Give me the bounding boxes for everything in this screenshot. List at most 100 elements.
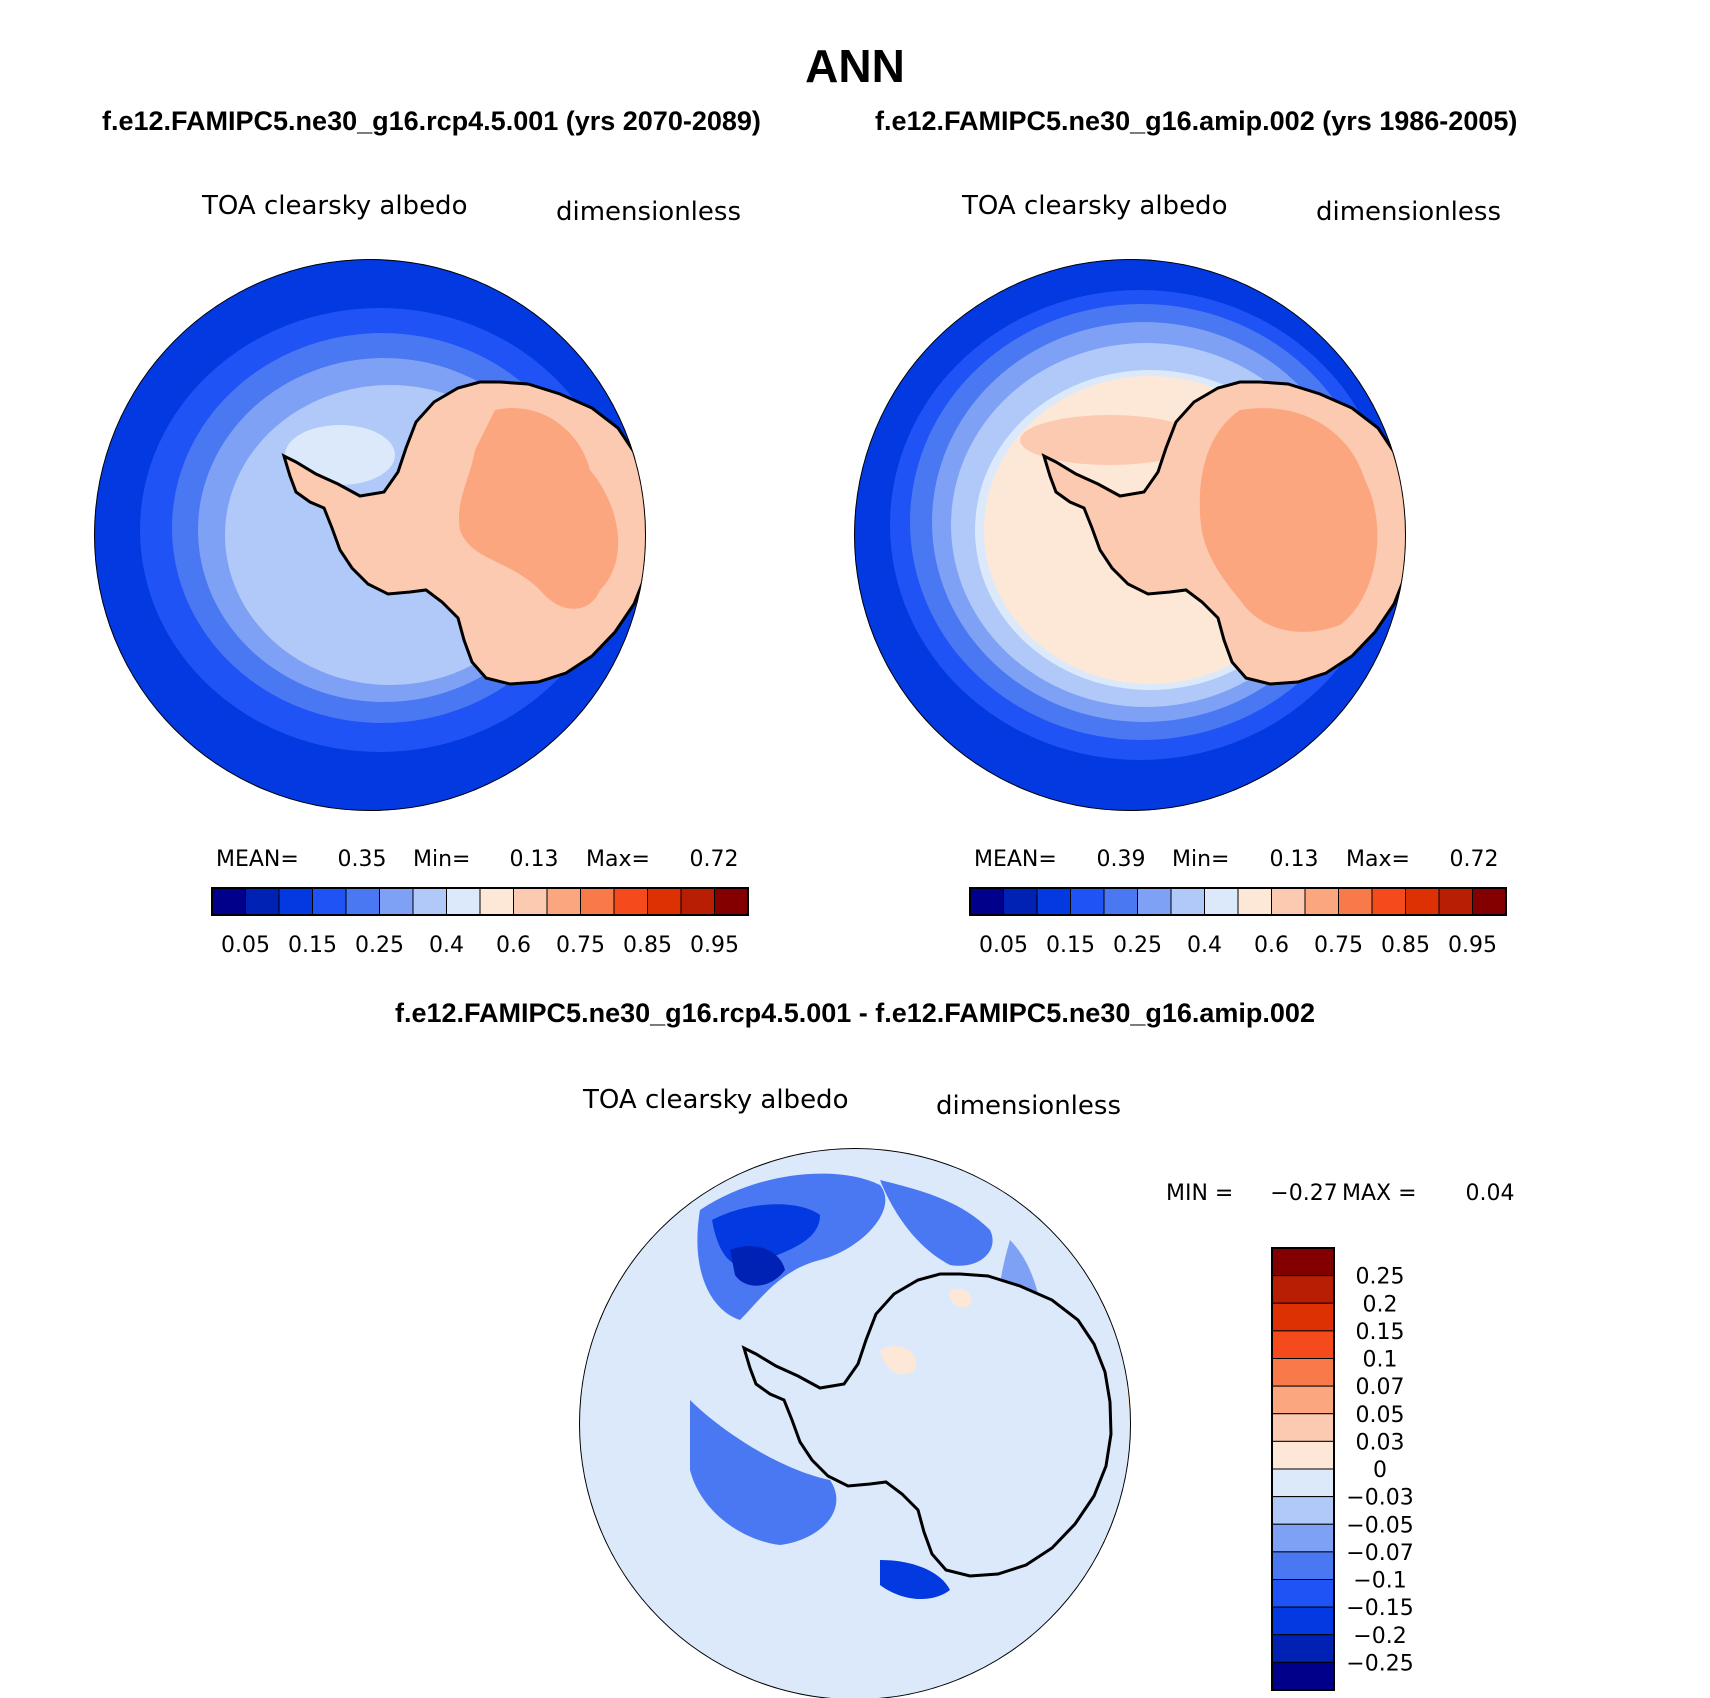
case-colorbar-swatch bbox=[479, 887, 514, 916]
diff-colorbar-tick-label: 0.03 bbox=[1356, 1430, 1405, 1455]
case-colorbar-swatch bbox=[312, 887, 347, 916]
diff-colorbar-swatch bbox=[1271, 1358, 1335, 1387]
case-units-label: dimensionless bbox=[556, 197, 741, 227]
diff-colorbar-swatch bbox=[1271, 1413, 1335, 1442]
diff-colorbar-swatch bbox=[1271, 1496, 1335, 1525]
control-colorbar-swatch bbox=[1003, 887, 1038, 916]
diff-map bbox=[579, 1148, 1131, 1698]
case-map bbox=[94, 259, 646, 811]
case-colorbar-tick-label: 0.95 bbox=[690, 933, 739, 958]
case-colorbar-swatch bbox=[714, 887, 749, 916]
case-colorbar: 0.05 0.15 0.25 0.4 0.6 0.75 0.85 0.95 bbox=[211, 887, 749, 958]
control-title: f.e12.FAMIPC5.ne30_g16.amip.002 (yrs 198… bbox=[875, 106, 1517, 136]
diff-colorbar-tick-label: −0.2 bbox=[1353, 1624, 1406, 1649]
diff-min-label: MIN = bbox=[1166, 1181, 1233, 1206]
case-colorbar-tick-label: 0.15 bbox=[288, 933, 337, 958]
diff-colorbar-swatch bbox=[1271, 1440, 1335, 1470]
control-colorbar-swatch bbox=[1103, 887, 1138, 916]
diff-colorbar-tick-label: −0.25 bbox=[1346, 1651, 1413, 1676]
diff-colorbar-tick-label: 0.1 bbox=[1363, 1348, 1398, 1373]
control-colorbar-swatch bbox=[1237, 887, 1272, 916]
diff-max-label: MAX = bbox=[1342, 1181, 1417, 1206]
diff-min-value: −0.27 bbox=[1270, 1181, 1337, 1206]
diff-colorbar-tick-label: −0.07 bbox=[1346, 1541, 1413, 1566]
control-min-label: Min= bbox=[1172, 847, 1229, 872]
control-colorbar-frame bbox=[969, 887, 1507, 916]
control-colorbar-tick-label: 0.15 bbox=[1046, 933, 1095, 958]
case-colorbar-tick-label: 0.75 bbox=[556, 933, 605, 958]
diff-colorbar-swatch bbox=[1271, 1302, 1335, 1332]
control-units-label: dimensionless bbox=[1316, 197, 1501, 227]
diff-colorbar-tick-label: 0.07 bbox=[1356, 1375, 1405, 1400]
control-colorbar-tick-label: 0.75 bbox=[1314, 933, 1363, 958]
control-colorbar-tick-label: 0.85 bbox=[1381, 933, 1430, 958]
diff-colorbar: 0.250.2 0.15 0.10.07 0.050.03 0 −0.03−0.05 −0.… bbox=[1271, 1247, 1414, 1691]
case-colorbar-swatch bbox=[446, 887, 481, 916]
figure-title: ANN bbox=[805, 40, 905, 92]
control-mean-value: 0.39 bbox=[1097, 847, 1146, 872]
diff-colorbar-tick-label: 0.2 bbox=[1363, 1292, 1398, 1317]
control-colorbar-tick-label: 0.05 bbox=[979, 933, 1028, 958]
case-colorbar-tick-label: 0.25 bbox=[355, 933, 404, 958]
diff-units-label: dimensionless bbox=[936, 1091, 1121, 1121]
case-colorbar-swatch bbox=[245, 887, 280, 916]
case-colorbar-swatch bbox=[680, 887, 715, 916]
control-panel: TOA clearsky albedo dimensionless MEAN= … bbox=[854, 191, 1507, 958]
case-colorbar-swatch bbox=[412, 887, 447, 916]
diff-panel: TOA clearsky albedo dimensionless MIN = … bbox=[579, 1085, 1514, 1698]
control-colorbar-tick-label: 0.25 bbox=[1113, 933, 1162, 958]
case-mean-label: MEAN= bbox=[216, 847, 299, 872]
case-max-value: 0.72 bbox=[690, 847, 739, 872]
control-colorbar-tick-label: 0.4 bbox=[1187, 933, 1222, 958]
diff-colorbar-tick-label: 0.25 bbox=[1356, 1265, 1405, 1290]
control-colorbar-swatch bbox=[1371, 887, 1406, 916]
case-min-label: Min= bbox=[413, 847, 470, 872]
control-colorbar-swatch bbox=[1070, 887, 1105, 916]
case-colorbar-swatch bbox=[613, 887, 648, 916]
diff-colorbar-swatch bbox=[1271, 1579, 1335, 1608]
control-colorbar-swatch bbox=[1338, 887, 1373, 916]
diff-colorbar-swatch bbox=[1271, 1661, 1335, 1691]
diff-colorbar-swatch bbox=[1271, 1247, 1335, 1277]
control-colorbar-swatch bbox=[1304, 887, 1339, 916]
case-max-label: Max= bbox=[586, 847, 650, 872]
case-colorbar-tick-label: 0.85 bbox=[623, 933, 672, 958]
control-mean-label: MEAN= bbox=[974, 847, 1057, 872]
case-colorbar-frame bbox=[211, 887, 749, 916]
control-max-value: 0.72 bbox=[1450, 847, 1499, 872]
diff-colorbar-frame bbox=[1271, 1247, 1335, 1691]
case-colorbar-tick-label: 0.4 bbox=[429, 933, 464, 958]
case-colorbar-swatch bbox=[546, 887, 581, 916]
diff-variable-label: TOA clearsky albedo bbox=[582, 1085, 848, 1115]
case-colorbar-swatch bbox=[513, 887, 548, 916]
diff-colorbar-swatch bbox=[1271, 1634, 1335, 1663]
case-colorbar-swatch bbox=[580, 887, 615, 916]
diff-colorbar-tick-label: 0.15 bbox=[1356, 1320, 1405, 1345]
control-colorbar-swatch bbox=[1438, 887, 1473, 916]
control-colorbar-tick-label: 0.95 bbox=[1448, 933, 1497, 958]
diff-colorbar-swatch bbox=[1271, 1468, 1335, 1498]
case-colorbar-swatch bbox=[647, 887, 682, 916]
case-mean-value: 0.35 bbox=[338, 847, 387, 872]
diff-colorbar-swatch bbox=[1271, 1606, 1335, 1636]
diff-colorbar-tick-label: −0.1 bbox=[1353, 1569, 1406, 1594]
control-map bbox=[854, 259, 1406, 811]
case-colorbar-tick-label: 0.05 bbox=[221, 933, 270, 958]
diff-colorbar-tick-label: −0.05 bbox=[1346, 1513, 1413, 1538]
case-min-value: 0.13 bbox=[510, 847, 559, 872]
diff-max-value: 0.04 bbox=[1466, 1181, 1515, 1206]
control-colorbar: 0.05 0.15 0.25 0.4 0.6 0.75 0.85 0.95 bbox=[969, 887, 1507, 958]
case-title: f.e12.FAMIPC5.ne30_g16.rcp4.5.001 (yrs 2… bbox=[102, 106, 761, 136]
control-colorbar-swatch bbox=[1170, 887, 1205, 916]
diff-colorbar-swatch bbox=[1271, 1275, 1335, 1304]
case-panel: TOA clearsky albedo dimensionless MEAN= … bbox=[94, 191, 749, 958]
diff-colorbar-swatch bbox=[1271, 1385, 1335, 1415]
diff-colorbar-swatch bbox=[1271, 1330, 1335, 1359]
control-colorbar-tick-label: 0.6 bbox=[1254, 933, 1289, 958]
case-colorbar-swatch bbox=[211, 887, 246, 916]
control-colorbar-swatch bbox=[1137, 887, 1172, 916]
control-max-label: Max= bbox=[1346, 847, 1410, 872]
diff-colorbar-swatch bbox=[1271, 1551, 1335, 1580]
case-colorbar-swatch bbox=[345, 887, 380, 916]
